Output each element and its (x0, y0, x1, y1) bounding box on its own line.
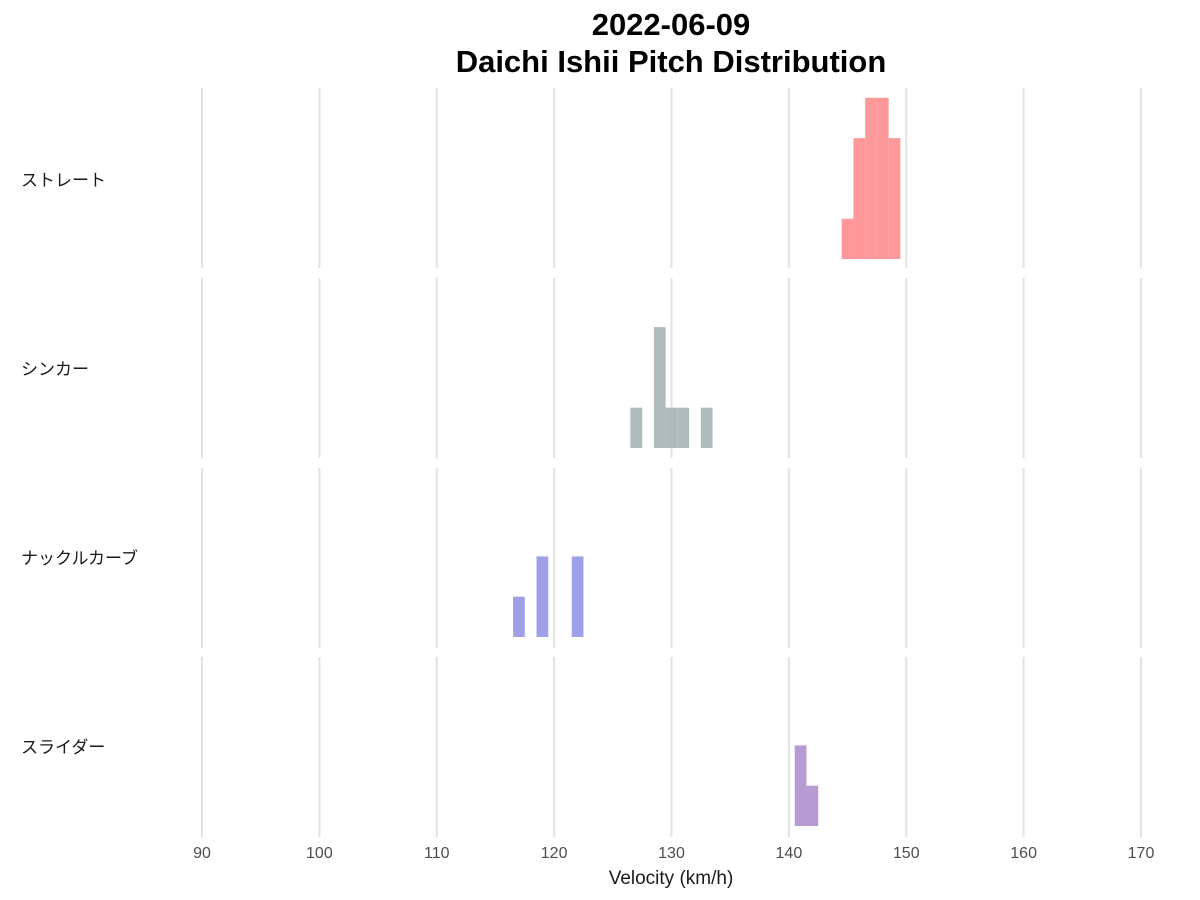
histogram-bar (665, 407, 678, 448)
histogram-bar (888, 138, 901, 259)
histogram-bar (876, 97, 889, 259)
histogram-bar (653, 327, 666, 448)
histogram-bar (630, 407, 643, 448)
histogram-bars (513, 97, 901, 826)
x-axis-title: Velocity (km/h) (609, 868, 734, 889)
x-tick-label: 120 (541, 845, 568, 862)
x-tick-label: 100 (306, 845, 333, 862)
x-tick-label: 110 (424, 845, 450, 862)
x-tick-label: 140 (776, 845, 803, 862)
pitch-type-label: スライダー (21, 738, 105, 758)
histogram-bar (677, 407, 690, 448)
x-tick-label: 160 (1010, 845, 1037, 862)
histogram-bar (865, 97, 877, 259)
chart-subtitle: Daichi Ishii Pitch Distribution (456, 44, 887, 79)
pitch-type-label: ストレート (21, 171, 106, 191)
histogram-bar (700, 407, 713, 448)
x-tick-label: 170 (1128, 845, 1155, 862)
x-tick-label: 150 (893, 845, 920, 862)
x-tick-labels: 90 100 110 120 130 140 150 160 170 (193, 845, 1154, 862)
histogram-bar (794, 745, 807, 826)
gridlines (201, 88, 1142, 837)
histogram-bar (513, 596, 525, 637)
histogram-bar (806, 785, 819, 826)
histogram-bar (536, 556, 549, 637)
pitch-type-label: ナックルカーブ (21, 548, 138, 569)
histogram-bar (853, 138, 866, 259)
pitch-type-label: シンカー (21, 360, 89, 380)
chart-title: 2022-06-09 (592, 7, 751, 42)
x-tick-label: 130 (658, 845, 685, 862)
histogram-bar (841, 218, 854, 259)
x-tick-label: 90 (193, 845, 211, 862)
histogram-bar (571, 556, 584, 637)
